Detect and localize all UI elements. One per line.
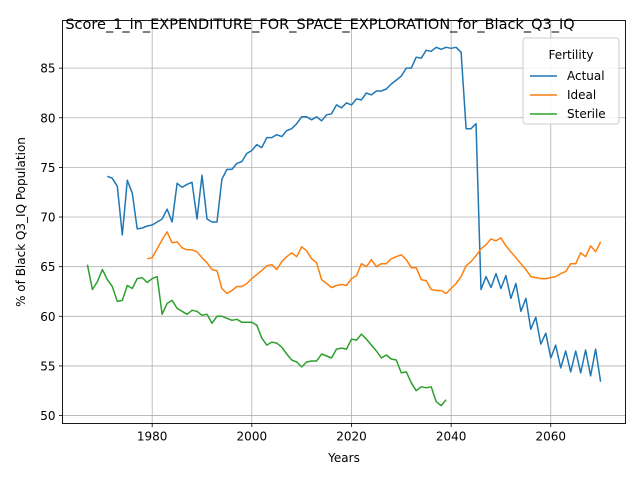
x-tick-label: 2000 xyxy=(237,430,268,444)
y-tick-label: 50 xyxy=(40,409,55,423)
grid xyxy=(62,20,626,424)
series-line-ideal xyxy=(147,231,602,295)
legend-label-ideal: Ideal xyxy=(567,88,596,102)
y-tick-label: 55 xyxy=(40,359,55,373)
y-tick-label: 85 xyxy=(40,62,55,76)
x-tick-label: 2040 xyxy=(436,430,467,444)
y-tick-label: 65 xyxy=(40,260,55,274)
legend: Fertility Actual Ideal Sterile xyxy=(522,37,620,125)
x-tick-label: 2060 xyxy=(535,430,566,444)
y-tick-label: 70 xyxy=(40,211,55,225)
y-tick-label: 75 xyxy=(40,161,55,175)
x-tick-label: 1980 xyxy=(137,430,168,444)
series-line-sterile xyxy=(86,264,447,407)
axis-ticks: 1980 2000 2020 2040 2060 50 55 60 65 70 75 80 85 xyxy=(40,62,566,444)
y-axis-label: % of Black Q3_IQ Population xyxy=(14,137,28,307)
x-axis-label: Years xyxy=(327,451,360,465)
series-line-actual xyxy=(107,46,602,382)
legend-title: Fertility xyxy=(548,48,593,62)
chart-title: Score_1_in_EXPENDITURE_FOR_SPACE_EXPLORA… xyxy=(65,17,574,33)
legend-label-sterile: Sterile xyxy=(567,107,606,121)
series-lines xyxy=(86,46,602,407)
x-tick-label: 2020 xyxy=(336,430,367,444)
plot-frame xyxy=(62,20,626,424)
legend-box xyxy=(522,37,620,125)
legend-label-actual: Actual xyxy=(567,69,605,83)
y-tick-label: 80 xyxy=(40,111,55,125)
y-tick-label: 60 xyxy=(40,310,55,324)
